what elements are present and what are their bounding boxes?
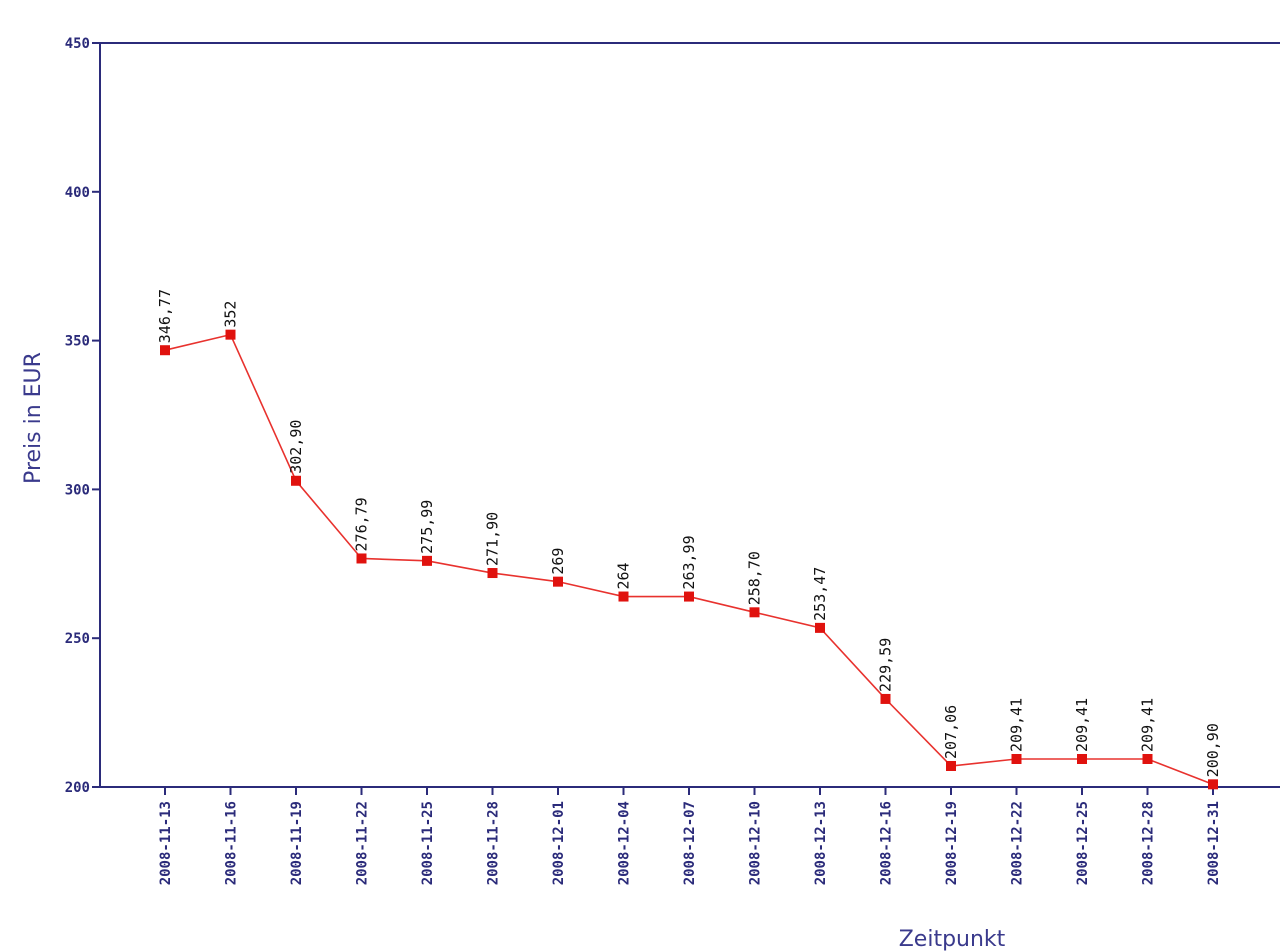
data-point-marker xyxy=(880,693,891,704)
data-value-label: 271,90 xyxy=(484,512,502,566)
data-point-marker xyxy=(160,345,170,356)
x-tick-label: 2008-12-13 xyxy=(813,801,829,885)
data-point-marker xyxy=(356,553,367,564)
data-value-label: 352 xyxy=(222,301,240,328)
axis-titles: Preis in EUR Zeitpunkt xyxy=(21,352,1006,952)
data-value-label: 207,06 xyxy=(942,705,960,759)
data-value-label: 209,41 xyxy=(1008,698,1026,752)
data-point-marker xyxy=(487,568,498,579)
data-value-label: 258,70 xyxy=(746,551,764,605)
data-point-marker xyxy=(946,760,956,771)
axes xyxy=(99,42,1280,788)
x-tick-label: 2008-12-19 xyxy=(944,801,960,885)
data-point-marker xyxy=(1077,753,1087,764)
x-tick-label: 2008-11-16 xyxy=(224,801,240,885)
data-point-marker xyxy=(749,607,760,618)
data-value-label: 275,99 xyxy=(418,500,436,554)
data-value-label: 209,41 xyxy=(1073,698,1091,752)
data-point-marker xyxy=(553,576,563,587)
x-tick-label: 2008-12-07 xyxy=(682,801,698,885)
data-value-label: 263,99 xyxy=(680,535,698,589)
y-tick-label: 450 xyxy=(65,36,90,52)
data-value-label: 302,90 xyxy=(287,420,305,474)
x-axis-title: Zeitpunkt xyxy=(899,927,1006,952)
x-tick-label: 2008-12-25 xyxy=(1075,801,1091,885)
series-group: 346,77 352 302,90 276,79 275,99 271,90 269 264 2… xyxy=(156,289,1222,790)
y-axis-title: Preis in EUR xyxy=(21,352,46,484)
data-point-marker xyxy=(291,475,301,486)
x-tick-label: 2008-11-19 xyxy=(289,801,305,885)
data-point-marker xyxy=(422,555,432,566)
y-tick-label: 300 xyxy=(65,482,90,498)
x-tick-label: 2008-12-10 xyxy=(748,801,764,885)
data-point-marker xyxy=(815,622,825,633)
y-tick-label: 200 xyxy=(65,780,90,796)
x-tick-label: 2008-12-31 xyxy=(1206,801,1222,885)
data-point-marker xyxy=(225,329,236,340)
data-value-label: 264 xyxy=(615,562,633,589)
data-point-marker xyxy=(618,591,629,602)
y-ticks: 450 400 350 300 250 200 xyxy=(65,36,100,796)
y-tick-label: 400 xyxy=(65,185,90,201)
x-tick-label: 2008-11-25 xyxy=(420,801,436,885)
x-tick-label: 2008-12-28 xyxy=(1141,801,1157,885)
data-value-label: 229,59 xyxy=(877,638,895,692)
y-tick-label: 350 xyxy=(65,334,90,350)
data-value-label: 346,77 xyxy=(156,289,174,343)
data-point-marker xyxy=(684,591,694,602)
data-point-marker xyxy=(1142,753,1153,764)
data-value-label: 276,79 xyxy=(353,497,371,551)
x-tick-label: 2008-11-28 xyxy=(486,801,502,885)
x-tick-label: 2008-12-04 xyxy=(617,801,633,885)
x-tick-label: 2008-11-13 xyxy=(158,801,174,885)
data-value-label: 269 xyxy=(549,548,567,575)
x-tick-label: 2008-12-16 xyxy=(879,801,895,885)
data-value-label: 200,90 xyxy=(1204,723,1222,777)
x-tick-label: 2008-11-22 xyxy=(355,801,371,885)
data-point-marker xyxy=(1208,779,1218,790)
data-value-label: 209,41 xyxy=(1139,698,1157,752)
x-ticks: 2008-11-13 2008-11-16 2008-11-19 2008-11-22… xyxy=(158,787,1222,885)
data-point-marker xyxy=(1011,753,1022,764)
x-tick-label: 2008-12-01 xyxy=(551,801,567,885)
x-tick-label: 2008-12-22 xyxy=(1010,801,1026,885)
y-tick-label: 250 xyxy=(65,631,90,647)
data-value-label: 253,47 xyxy=(811,567,829,621)
